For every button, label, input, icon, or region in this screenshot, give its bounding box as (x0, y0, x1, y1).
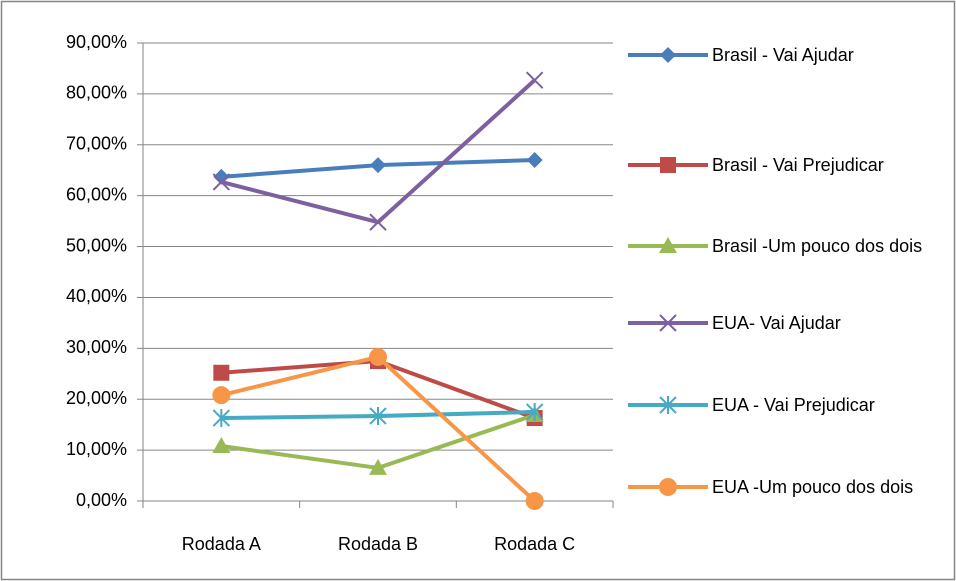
marker (659, 237, 677, 253)
y-tick-label: 70,00% (66, 134, 127, 154)
marker (213, 168, 230, 185)
x-tick-label: Rodada B (338, 534, 418, 554)
y-tick-label: 0,00% (76, 490, 127, 510)
marker (660, 47, 676, 63)
marker (660, 157, 676, 173)
marker (525, 71, 544, 89)
y-tick-label: 80,00% (66, 83, 127, 103)
legend-label: EUA - Vai Prejudicar (712, 395, 875, 415)
marker (526, 152, 543, 169)
legend-label: Brasil - Vai Ajudar (712, 45, 854, 65)
y-tick-label: 40,00% (66, 286, 127, 306)
marker (212, 437, 231, 454)
marker (369, 458, 387, 475)
marker (369, 347, 387, 366)
x-tick-label: Rodada C (494, 534, 575, 554)
y-tick-label: 10,00% (66, 439, 127, 459)
marker (525, 402, 544, 421)
legend-label: Brasil -Um pouco dos dois (712, 236, 923, 256)
y-tick-label: 50,00% (66, 235, 127, 255)
marker (212, 409, 231, 428)
marker (659, 478, 677, 496)
legend-label: EUA- Vai Ajudar (712, 313, 841, 333)
y-tick-label: 20,00% (66, 388, 127, 408)
marker (212, 173, 231, 191)
marker (369, 213, 387, 231)
y-tick-label: 60,00% (66, 184, 127, 204)
marker (659, 396, 677, 414)
marker (369, 407, 387, 426)
x-tick-label: Rodada A (182, 534, 261, 554)
marker (659, 314, 677, 332)
marker (212, 386, 231, 405)
legend-label: EUA -Um pouco dos dois (712, 477, 914, 497)
marker (370, 157, 386, 174)
legend-label: Brasil - Vai Prejudicar (712, 155, 884, 175)
marker (213, 364, 230, 381)
y-tick-label: 30,00% (66, 337, 127, 357)
y-tick-label: 90,00% (66, 32, 127, 52)
marker (525, 492, 544, 510)
